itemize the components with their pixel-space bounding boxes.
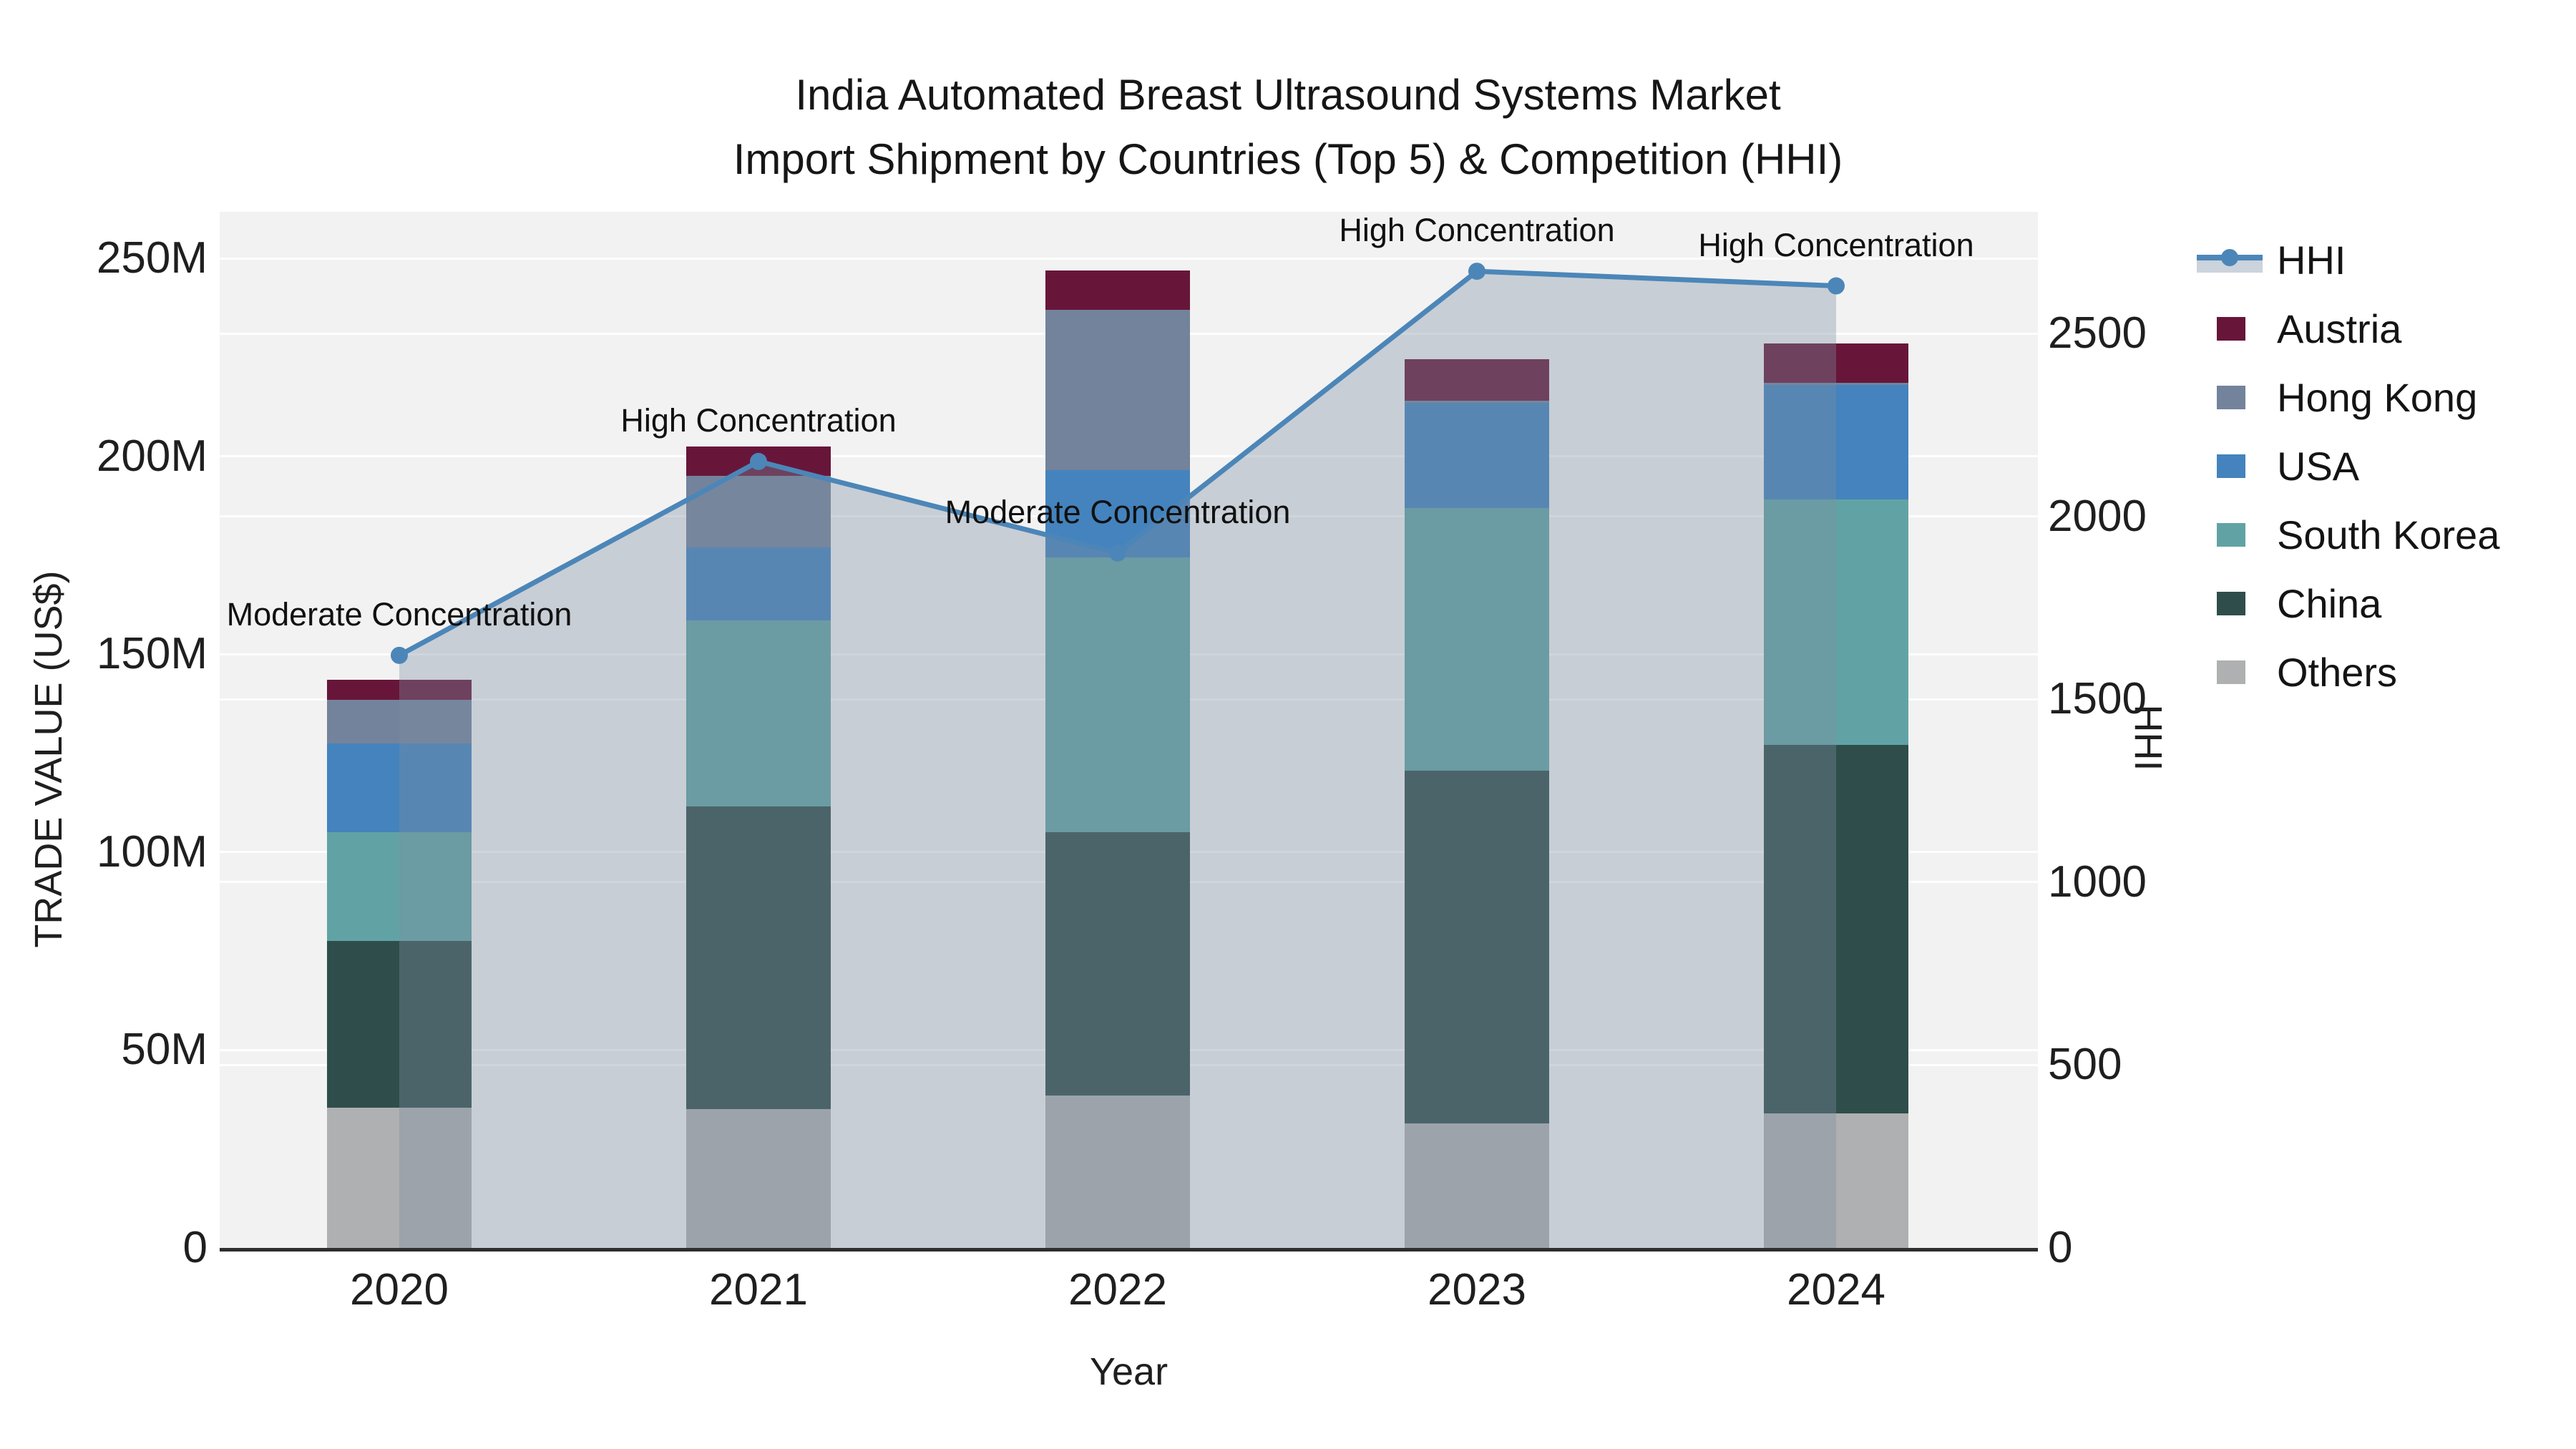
bar-segment-usa-2021[interactable] [686,547,831,621]
bar-segment-south-korea-2021[interactable] [686,620,831,807]
annotation-2021: High Concentration [620,401,897,439]
right-axis-tick-2000: 2000 [2048,491,2147,541]
x-axis-tick-2023: 2023 [1428,1265,1526,1314]
bar-segment-china-2024[interactable] [1764,745,1908,1113]
x-axis-tick-2022: 2022 [1068,1265,1167,1314]
hhi-marker-2024[interactable] [1828,277,1845,295]
x-axis-tick-2024: 2024 [1787,1265,1885,1314]
bar-segment-austria-2023[interactable] [1405,359,1549,401]
chart-title-line2: Import Shipment by Countries (Top 5) & C… [733,135,1843,183]
right-axis-tick-1500: 1500 [2048,674,2147,724]
right-axis-tick-500: 500 [2048,1040,2122,1090]
left-axis-title: TRADE VALUE (US$) [27,570,70,948]
legend-label: HHI [2277,237,2346,283]
legend-item-south-korea[interactable]: South Korea [2197,500,2499,569]
legend-color-swatch-icon [2197,586,2263,620]
plot-area [220,212,2038,1248]
right-axis-tick-1000: 1000 [2048,857,2147,907]
hhi-marker-2020[interactable] [391,646,408,664]
legend-line-swatch-icon [2197,243,2263,277]
bar-segment-hong-kong-2023[interactable] [1405,401,1549,403]
bar-segment-china-2020[interactable] [327,941,472,1108]
annotation-2024: High Concentration [1698,226,1974,263]
right-axis-title: HHI [2127,704,2170,771]
bar-segment-austria-2020[interactable] [327,680,472,700]
bar-segment-others-2024[interactable] [1764,1113,1908,1248]
bar-segment-south-korea-2023[interactable] [1405,507,1549,771]
legend-item-usa[interactable]: USA [2197,431,2499,500]
x-axis-tick-2021: 2021 [709,1265,808,1314]
bar-segment-south-korea-2024[interactable] [1764,499,1908,746]
x-axis-tick-2020: 2020 [350,1265,449,1314]
legend-label: China [2277,580,2382,626]
bar-segment-austria-2022[interactable] [1045,270,1190,310]
x-axis-title: Year [1089,1350,1169,1393]
legend-label: USA [2277,443,2360,489]
legend-label: Others [2277,649,2398,695]
left-axis-tick-100M: 100M [96,826,208,877]
bar-segment-usa-2023[interactable] [1405,402,1549,508]
legend-color-swatch-icon [2197,449,2263,483]
bar-segment-others-2022[interactable] [1045,1096,1190,1248]
legend-item-china[interactable]: China [2197,569,2499,638]
left-axis-tick-0: 0 [182,1223,208,1272]
legend-item-austria[interactable]: Austria [2197,294,2499,363]
bar-segment-austria-2024[interactable] [1764,343,1908,384]
legend-item-hhi[interactable]: HHI [2197,225,2499,294]
legend-color-swatch-icon [2197,517,2263,552]
hhi-area-fill [399,271,1836,1248]
legend-color-swatch-icon [2197,311,2263,346]
legend: HHI Austria Hong Kong USA South Korea China Ot… [2197,225,2499,706]
legend-item-hong-kong[interactable]: Hong Kong [2197,363,2499,431]
legend-label: Hong Kong [2277,374,2478,420]
legend-color-swatch-icon [2197,380,2263,414]
hhi-marker-2021[interactable] [750,452,767,470]
annotation-2020: Moderate Concentration [226,595,572,633]
bar-segment-usa-2024[interactable] [1764,385,1908,500]
left-axis-tick-150M: 150M [96,629,208,679]
right-axis-tick-0: 0 [2048,1223,2073,1272]
chart-title: India Automated Breast Ultrasound System… [0,63,2576,192]
hhi-line-layer [391,263,1845,1248]
bar-segment-south-korea-2020[interactable] [327,832,472,942]
bar-segment-others-2021[interactable] [686,1109,831,1248]
bar-segment-china-2023[interactable] [1405,771,1549,1123]
bar-segment-others-2023[interactable] [1405,1123,1549,1248]
bar-segment-china-2021[interactable] [686,806,831,1110]
left-axis-tick-200M: 200M [96,431,208,481]
bar-segment-hong-kong-2022[interactable] [1045,309,1190,470]
hhi-marker-2023[interactable] [1468,263,1485,280]
annotation-2023: High Concentration [1339,212,1615,249]
left-axis-tick-250M: 250M [96,233,208,283]
annotation-2022: Moderate Concentration [945,493,1291,530]
bar-segment-china-2022[interactable] [1045,832,1190,1096]
gridline [220,257,2038,260]
chart-title-line1: India Automated Breast Ultrasound System… [795,71,1781,119]
hhi-marker-2022[interactable] [1109,544,1126,562]
legend-label: Austria [2277,306,2402,351]
left-axis-tick-50M: 50M [121,1025,208,1075]
right-axis-tick-2500: 2500 [2048,308,2147,358]
legend-item-others[interactable]: Others [2197,638,2499,706]
bar-segment-south-korea-2022[interactable] [1045,557,1190,833]
bar-segment-hong-kong-2020[interactable] [327,699,472,743]
legend-label: South Korea [2277,512,2500,557]
bar-segment-others-2020[interactable] [327,1107,472,1248]
x-axis-line [220,1248,2038,1252]
bar-segment-hong-kong-2024[interactable] [1764,383,1908,386]
bar-segment-usa-2020[interactable] [327,743,472,833]
legend-color-swatch-icon [2197,655,2263,689]
